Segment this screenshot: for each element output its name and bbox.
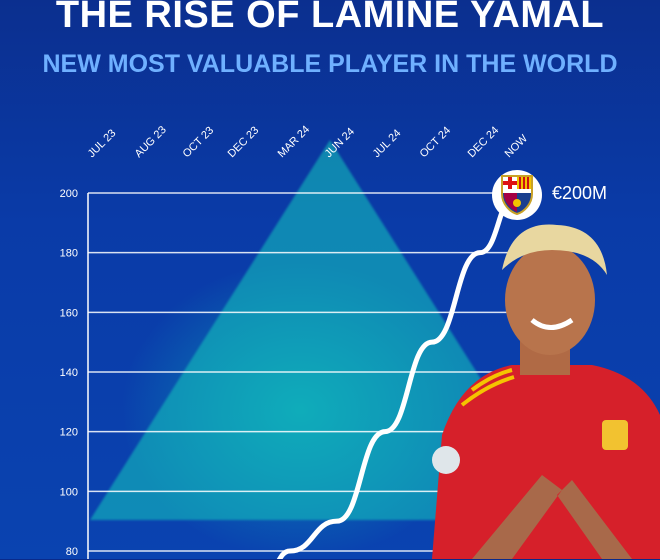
x-tick-label: MAR 24 [276, 124, 313, 161]
x-tick-label: OCT 24 [418, 125, 454, 161]
y-tick-label: 180 [60, 248, 78, 260]
x-tick-label: JUL 23 [86, 127, 119, 160]
x-tick-label: AUG 23 [133, 124, 169, 160]
barcelona-crest-badge [492, 170, 542, 220]
y-tick-label: 160 [60, 307, 78, 319]
current-value-label: €200M [552, 183, 607, 204]
x-tick-label: DEC 23 [226, 124, 262, 160]
barcelona-crest-icon [498, 174, 536, 216]
x-tick-label: OCT 23 [181, 125, 217, 161]
x-tick-label: JUL 24 [371, 127, 404, 160]
y-tick-label: 100 [60, 486, 78, 498]
y-tick-label: 120 [60, 427, 78, 439]
y-tick-label: 80 [66, 546, 78, 558]
x-tick-label: DEC 24 [466, 124, 502, 160]
y-tick-label: 140 [60, 367, 78, 379]
player-photo [432, 215, 660, 559]
x-tick-label: JUN 24 [323, 126, 357, 160]
y-tick-label: 200 [60, 188, 78, 200]
x-tick-label: NOW [503, 132, 531, 160]
